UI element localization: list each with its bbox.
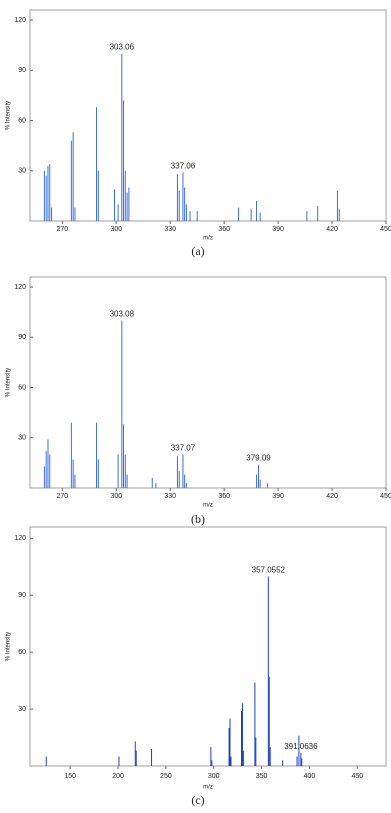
x-tick-label: 330 [164,226,176,233]
spectrum-panel: 30 60 90 120 270 300 330 360 390 420 450 303.06 337.… [6,9,391,258]
x-tick-label: 390 [272,226,284,233]
x-tick-label: 390 [272,493,284,500]
x-axis-label: m/z [203,785,213,791]
x-tick-label: 450 [380,493,391,500]
y-axis-label: % Intensity [6,368,12,397]
y-tick-label: 90 [18,67,26,74]
x-tick-label: 450 [380,226,391,233]
x-axis-label: m/z [203,503,213,509]
y-tick-label: 60 [18,649,26,656]
y-tick-label: 60 [18,384,26,391]
x-tick-label: 350 [256,773,268,780]
x-tick-label: 450 [351,773,363,780]
y-tick-label: 30 [18,706,26,713]
y-tick-label: 90 [18,592,26,599]
peak-annotation: 391.0636 [284,742,318,751]
spectrum-panel: 30 60 90 120 270 300 330 360 390 420 450 303.08 337.… [6,276,391,526]
peak-annotation: 303.08 [110,310,135,319]
peak-annotation: 337.06 [171,162,196,171]
panel-caption: (c) [191,793,204,807]
x-tick-label: 360 [218,226,230,233]
x-axis-label: m/z [203,236,213,242]
panel-caption: (b) [191,512,205,526]
x-tick-label: 150 [64,773,76,780]
plot-frame [29,276,387,489]
y-tick-label: 60 [18,117,26,124]
x-tick-label: 270 [57,226,69,233]
x-tick-label: 250 [160,773,172,780]
y-tick-label: 120 [14,17,26,24]
plot-frame [29,526,387,767]
y-tick-label: 120 [14,284,26,291]
peak-annotation: 303.06 [110,43,135,52]
y-tick-label: 90 [18,334,26,341]
y-axis-label: % Intensity [6,101,12,130]
panel-caption: (a) [191,244,204,258]
x-tick-label: 420 [326,226,338,233]
x-tick-label: 360 [218,493,230,500]
x-tick-label: 270 [57,493,69,500]
spectrum-panel: 30 60 90 120 150 200 250 300 350 400 450 357.0552 39… [6,526,387,807]
x-tick-label: 400 [304,773,316,780]
y-tick-label: 30 [18,168,26,175]
x-tick-label: 300 [110,493,122,500]
plot-frame [29,9,387,222]
x-tick-label: 300 [110,226,122,233]
x-tick-label: 300 [208,773,220,780]
y-axis-label: % Intensity [6,632,12,661]
peak-annotation: 357.0552 [252,565,286,574]
x-tick-label: 420 [326,493,338,500]
peak-annotation: 337.07 [171,444,196,453]
x-tick-label: 200 [112,773,124,780]
y-tick-label: 30 [18,435,26,442]
peak-annotation: 379.09 [246,454,271,463]
x-tick-label: 330 [164,493,176,500]
y-tick-label: 120 [14,535,26,542]
